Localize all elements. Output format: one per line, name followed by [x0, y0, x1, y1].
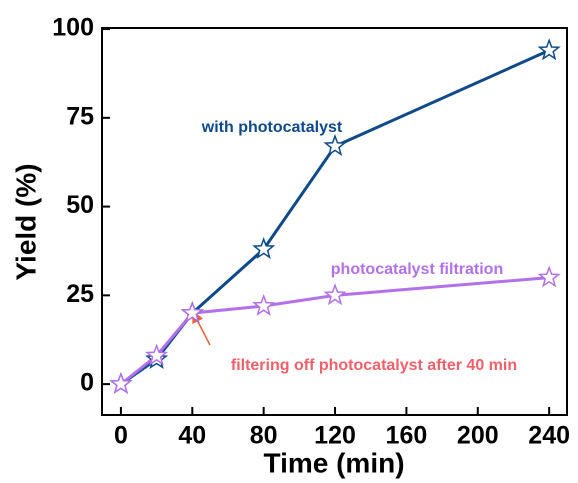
star-marker: [180, 300, 204, 323]
series-label: with photocatalyst: [201, 119, 343, 136]
star-marker: [109, 371, 133, 394]
x-tick-label: 200: [457, 422, 499, 450]
y-tick-label: 75: [66, 102, 94, 130]
x-tick-label: 120: [314, 422, 356, 450]
series-line: [120, 48, 550, 386]
x-axis-label: Time (min): [263, 447, 404, 478]
x-tick-label: 80: [250, 422, 278, 450]
x-tick-label: 40: [178, 422, 206, 450]
star-marker: [323, 283, 347, 306]
y-tick-label: 25: [66, 280, 94, 308]
star-marker: [537, 265, 561, 288]
y-tick-label: 50: [66, 191, 94, 219]
annotation: filtering off photocatalyst after 40 min: [231, 357, 517, 374]
star-marker: [323, 134, 347, 157]
star-marker: [252, 237, 276, 260]
star-marker: [145, 343, 169, 366]
star-marker: [252, 293, 276, 316]
x-tick-label: 0: [114, 422, 128, 450]
x-tick-label: 160: [386, 422, 428, 450]
y-tick-label: 0: [80, 369, 94, 397]
x-tick-label: 240: [528, 422, 570, 450]
star-marker: [537, 38, 561, 61]
y-axis-label: Yield (%): [10, 163, 41, 280]
y-tick-label: 100: [52, 14, 94, 42]
series-label: photocatalyst filtration: [331, 261, 503, 278]
series-line: [119, 276, 550, 386]
